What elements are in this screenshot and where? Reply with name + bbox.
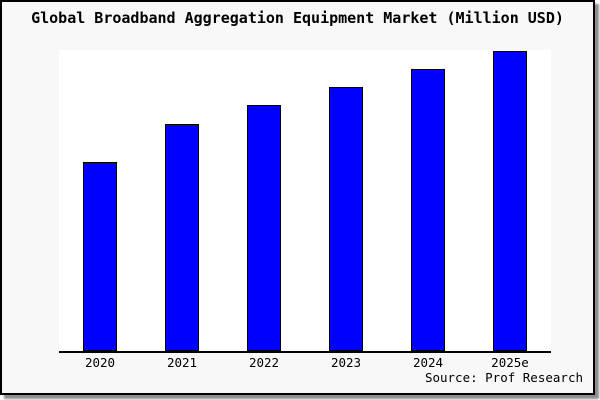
- bar-2023: [329, 87, 363, 351]
- bar-2024: [411, 69, 445, 351]
- x-tick-label-2025e: 2025e: [491, 355, 529, 370]
- x-axis-tick-labels: 2020 2021 2022 2023 2024 2025e: [59, 355, 551, 370]
- x-tick-label-2021: 2021: [166, 355, 198, 370]
- x-tick-label-2023: 2023: [330, 355, 362, 370]
- bar-2025e: [493, 51, 527, 351]
- bar-2021: [165, 124, 199, 351]
- bar-2022: [247, 105, 281, 351]
- x-tick-label-2022: 2022: [248, 355, 280, 370]
- bar-2020: [83, 162, 117, 351]
- plot-area: [59, 50, 551, 353]
- chart-title: Global Broadband Aggregation Equipment M…: [31, 9, 564, 27]
- x-tick-label-2024: 2024: [412, 355, 444, 370]
- chart-frame: Global Broadband Aggregation Equipment M…: [0, 0, 595, 395]
- source-note: Source: Prof Research: [424, 370, 583, 385]
- x-tick-label-2020: 2020: [84, 355, 116, 370]
